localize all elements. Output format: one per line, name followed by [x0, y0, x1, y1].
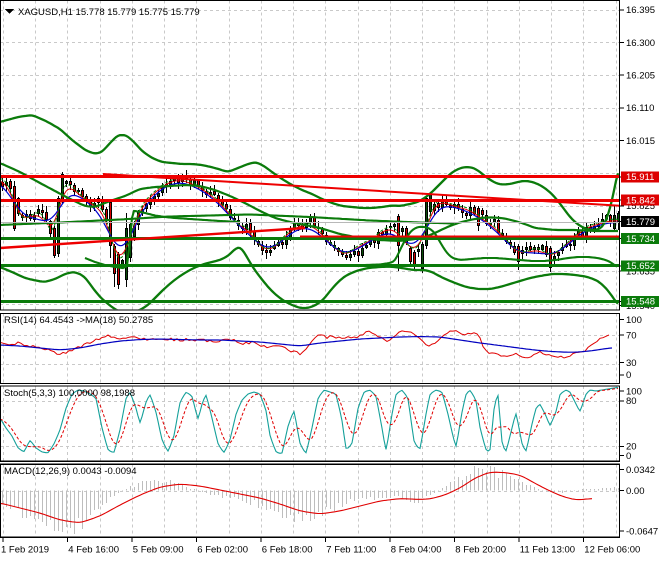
svg-text:1 Feb 2019: 1 Feb 2019 — [1, 545, 49, 556]
svg-text:7 Feb 11:00: 7 Feb 11:00 — [326, 545, 376, 556]
svg-text:11 Feb 13:00: 11 Feb 13:00 — [520, 545, 575, 556]
svg-text:16.395: 16.395 — [626, 5, 655, 16]
svg-text:20: 20 — [626, 442, 637, 453]
svg-text:RSI(14) 64.4543 ->MA(18) 50.2: RSI(14) 64.4543 ->MA(18) 50.2785 — [4, 315, 153, 326]
svg-text:15.734: 15.734 — [626, 234, 655, 245]
svg-text:6 Feb 02:00: 6 Feb 02:00 — [197, 545, 248, 556]
svg-text:Stoch(5,3,3) 100,0000 98,1988: Stoch(5,3,3) 100,0000 98,1988 — [4, 388, 135, 399]
svg-text:80: 80 — [626, 396, 637, 407]
svg-text:5 Feb 09:00: 5 Feb 09:00 — [133, 545, 184, 556]
svg-text:4 Feb 16:00: 4 Feb 16:00 — [68, 545, 119, 556]
svg-text:6 Feb 18:00: 6 Feb 18:00 — [262, 545, 313, 556]
svg-text:MACD(12,26,9) 0.0043 -0.0094: MACD(12,26,9) 0.0043 -0.0094 — [4, 466, 137, 477]
svg-text:15.779: 15.779 — [626, 217, 655, 228]
svg-text:16.015: 16.015 — [626, 136, 655, 147]
svg-text:0: 0 — [626, 370, 631, 381]
svg-text:8 Feb 04:00: 8 Feb 04:00 — [391, 545, 442, 556]
svg-text:XAGUSD,H1 15.778 15.779 15.775: XAGUSD,H1 15.778 15.779 15.775 15.779 — [18, 7, 200, 18]
svg-text:70: 70 — [626, 331, 637, 342]
svg-text:8 Feb 20:00: 8 Feb 20:00 — [455, 545, 506, 556]
svg-text:15.911: 15.911 — [626, 172, 654, 183]
svg-text:15.842: 15.842 — [626, 195, 655, 206]
svg-text:16.300: 16.300 — [626, 38, 655, 49]
svg-text:0: 0 — [626, 451, 631, 462]
svg-text:-0.0647: -0.0647 — [626, 526, 658, 537]
svg-text:12 Feb 06:00: 12 Feb 06:00 — [584, 545, 640, 556]
svg-text:100: 100 — [626, 315, 642, 326]
svg-text:100: 100 — [626, 386, 642, 397]
svg-text:15.825: 15.825 — [626, 201, 655, 212]
svg-text:16.110: 16.110 — [626, 103, 654, 114]
svg-text:30: 30 — [626, 358, 637, 369]
svg-text:15.548: 15.548 — [626, 297, 655, 308]
svg-text:16.205: 16.205 — [626, 71, 655, 82]
svg-text:15.635: 15.635 — [626, 267, 655, 278]
svg-text:0.0342: 0.0342 — [626, 465, 655, 476]
svg-text:15.652: 15.652 — [626, 261, 655, 272]
svg-text:0.00: 0.00 — [626, 486, 645, 497]
